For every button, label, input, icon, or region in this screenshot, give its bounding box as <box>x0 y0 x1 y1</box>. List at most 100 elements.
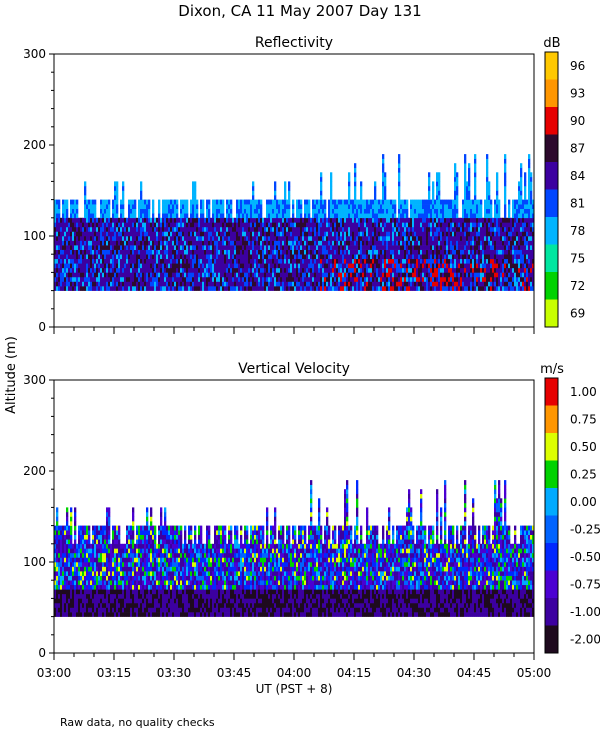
heatmap-cell <box>188 286 191 291</box>
heatmap-cell <box>140 213 143 219</box>
heatmap-cell <box>282 213 285 219</box>
heatmap-cell <box>102 258 105 264</box>
heatmap-cell <box>200 222 203 228</box>
heatmap-cell <box>368 249 371 255</box>
heatmap-cell <box>272 286 275 291</box>
heatmap-cell <box>416 231 419 237</box>
heatmap-cell <box>458 245 461 250</box>
heatmap-cell <box>150 231 153 237</box>
heatmap-cell <box>132 245 135 250</box>
heatmap-cell <box>504 154 507 159</box>
heatmap-cell <box>94 226 97 232</box>
heatmap-cell <box>384 213 387 219</box>
heatmap-cell <box>358 254 361 260</box>
heatmap-cell <box>184 213 187 219</box>
heatmap-cell <box>150 249 153 255</box>
heatmap-cell <box>460 222 463 228</box>
heatmap-cell <box>316 236 319 241</box>
heatmap-cell <box>376 222 379 228</box>
heatmap-cell <box>492 249 495 255</box>
heatmap-cell <box>58 263 61 269</box>
heatmap-cell <box>368 240 371 246</box>
heatmap-cell <box>162 249 165 255</box>
heatmap-cell <box>516 226 519 232</box>
heatmap-cell <box>422 245 425 250</box>
heatmap-cell <box>140 267 143 273</box>
heatmap-cell <box>274 181 277 187</box>
heatmap-cell <box>132 231 135 237</box>
heatmap-cell <box>526 199 529 205</box>
heatmap-cell <box>336 226 339 232</box>
heatmap-cell <box>212 272 215 278</box>
heatmap-cell <box>144 249 147 255</box>
heatmap-cell <box>374 195 377 200</box>
heatmap-cell <box>488 236 491 241</box>
heatmap-cell <box>142 236 145 241</box>
heatmap-cell <box>300 236 303 241</box>
heatmap-cell <box>328 276 331 282</box>
heatmap-cell <box>434 254 437 260</box>
heatmap-cell <box>132 222 135 228</box>
heatmap-cell <box>72 245 75 250</box>
heatmap-cell <box>80 272 83 278</box>
heatmap-cell <box>404 245 407 250</box>
heatmap-cell <box>246 267 249 273</box>
heatmap-cell <box>414 286 417 291</box>
heatmap-cell <box>240 236 243 241</box>
heatmap-cell <box>240 245 243 250</box>
colorbar-tick-label: 93 <box>570 86 585 100</box>
heatmap-cell <box>358 213 361 219</box>
heatmap-cell <box>488 185 491 191</box>
heatmap-cell <box>176 240 179 246</box>
heatmap-cell <box>82 258 85 264</box>
heatmap-cell <box>420 276 423 282</box>
heatmap-cell <box>110 272 113 278</box>
heatmap-cell <box>156 276 159 282</box>
heatmap-cell <box>160 267 163 273</box>
heatmap-cell <box>182 236 185 241</box>
heatmap-cell <box>310 249 313 255</box>
heatmap-cell <box>312 236 315 241</box>
heatmap-cell <box>314 231 317 237</box>
heatmap-cell <box>242 276 245 282</box>
heatmap-cell <box>394 276 397 282</box>
heatmap-cell <box>290 258 293 264</box>
heatmap-cell <box>312 272 315 278</box>
heatmap-cell <box>480 236 483 241</box>
heatmap-cell <box>422 208 425 214</box>
heatmap-cell <box>212 263 215 269</box>
heatmap-cell <box>414 199 417 205</box>
heatmap-cell <box>200 276 203 282</box>
heatmap-cell <box>288 226 291 232</box>
heatmap-cell <box>134 272 137 278</box>
heatmap-cell <box>502 286 505 291</box>
heatmap-cell <box>280 226 283 232</box>
heatmap-cell <box>386 208 389 214</box>
heatmap-cell <box>94 249 97 255</box>
heatmap-cell <box>234 249 237 255</box>
heatmap-cell <box>444 249 447 255</box>
heatmap-cell <box>82 245 85 250</box>
heatmap-cell <box>208 236 211 241</box>
heatmap-cell <box>474 154 477 159</box>
heatmap-cell <box>358 231 361 237</box>
heatmap-cell <box>490 263 493 269</box>
heatmap-cell <box>212 276 215 282</box>
heatmap-cell <box>88 231 91 237</box>
heatmap-cell <box>122 226 125 232</box>
heatmap-cell <box>56 204 59 209</box>
heatmap-cell <box>206 258 209 264</box>
heatmap-cell <box>126 249 129 255</box>
heatmap-cell <box>220 258 223 264</box>
heatmap-cell <box>64 240 67 246</box>
heatmap-cell <box>410 231 413 237</box>
heatmap-cell <box>438 281 441 287</box>
heatmap-cell <box>64 217 67 223</box>
heatmap-cell <box>330 281 333 287</box>
heatmap-cell <box>120 217 123 223</box>
heatmap-cell <box>448 286 451 291</box>
heatmap-cell <box>108 272 111 278</box>
heatmap-cell <box>512 276 515 282</box>
heatmap-cell <box>168 236 171 241</box>
heatmap-cell <box>348 222 351 228</box>
